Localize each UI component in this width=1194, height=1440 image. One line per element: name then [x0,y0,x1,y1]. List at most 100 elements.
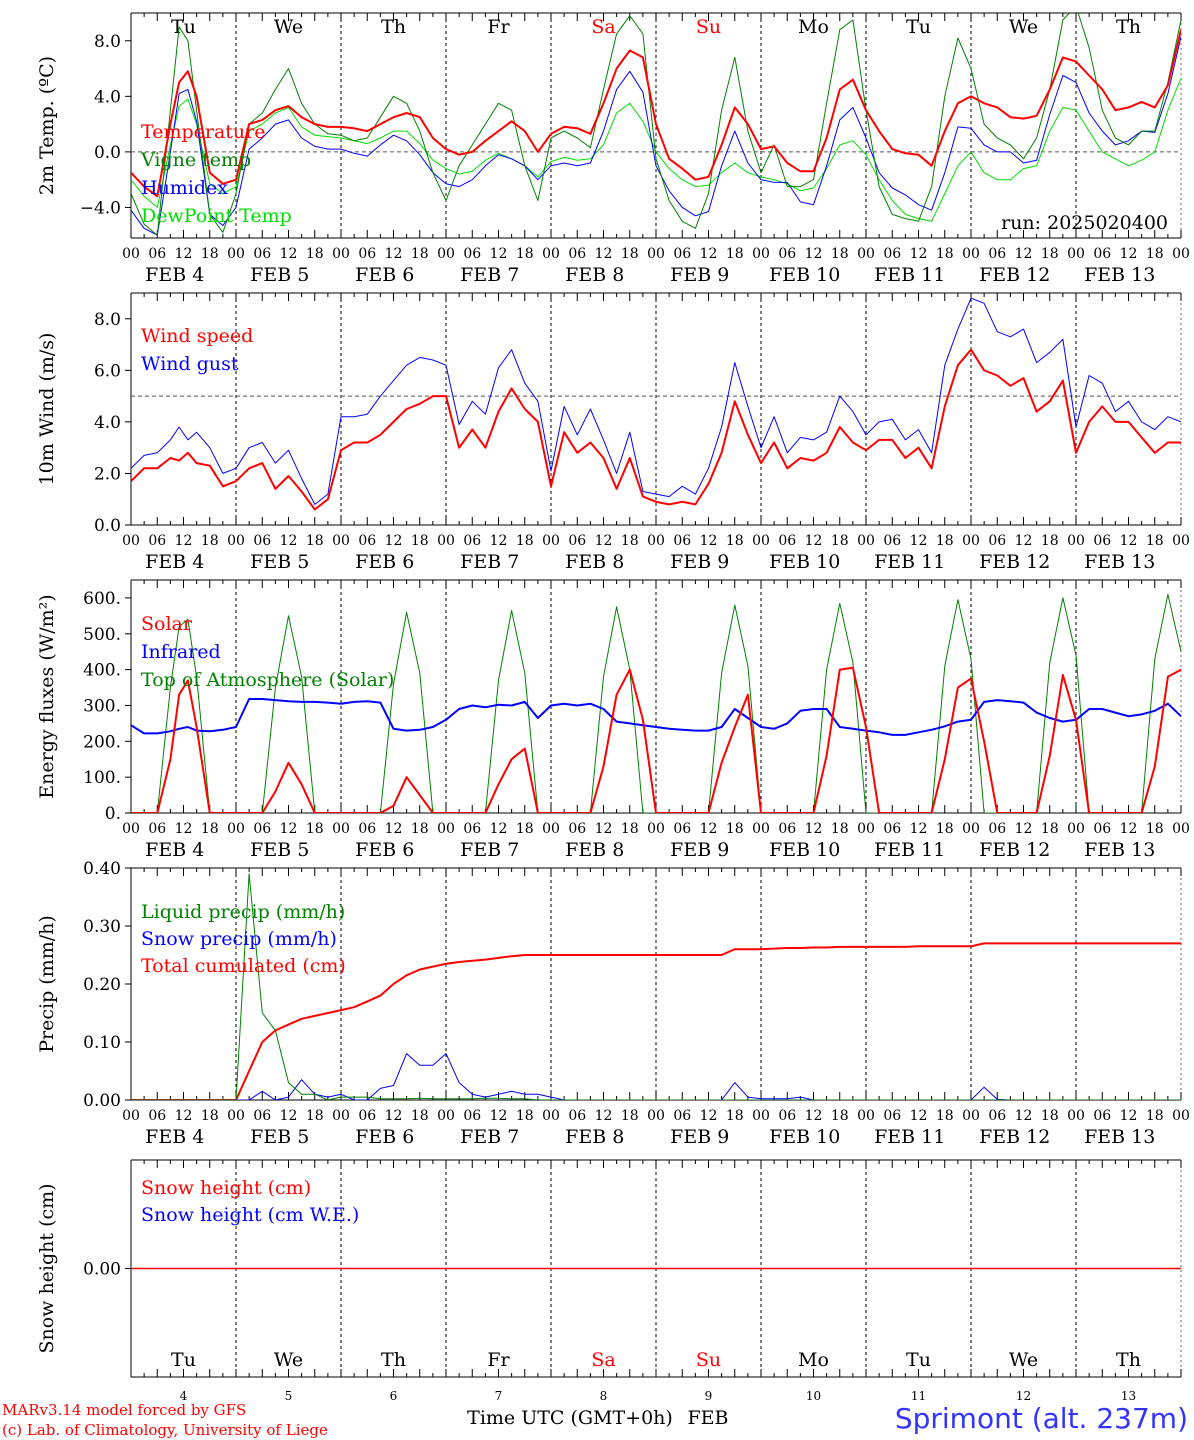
energy-hour-label: 18 [1146,821,1164,837]
wind-hour-label: 06 [463,533,481,549]
temp-series-vigne-temp [131,13,1181,236]
x-axis-label: Time UTC (GMT+0h) [467,1407,673,1429]
energy-hour-label: 12 [1015,821,1033,837]
precip-hour-label: 00 [332,1108,350,1124]
energy-series-group [131,593,1181,813]
temp-hour-label: 18 [621,246,639,262]
snow-day-number: 13 [1121,1389,1136,1403]
energy-hour-label: 00 [542,821,560,837]
precip-date-label: FEB 5 [250,1126,309,1148]
wind-date-label: FEB 5 [250,551,309,573]
energy-hour-label: 18 [936,821,954,837]
energy-hour-label: 06 [673,821,691,837]
temp-hour-label: 06 [673,246,691,262]
energy-hour-label: 06 [253,821,271,837]
precip-hour-label: 00 [1067,1108,1085,1124]
precip-hour-label: 12 [805,1108,823,1124]
temp-hour-label: 00 [332,246,350,262]
energy-hour-label: 06 [1093,821,1111,837]
energy-hour-label: 00 [1172,821,1190,837]
energy-date-label: FEB 10 [769,839,840,861]
snow-day-label: Tu [906,1349,931,1371]
wind-hour-label: 18 [516,533,534,549]
energy-series-solar [131,666,1181,813]
temp-hour-label: 18 [201,246,219,262]
wind-date-label: FEB 4 [145,551,204,573]
precip-hour-label: 18 [726,1108,744,1124]
wind-hour-label: 18 [201,533,219,549]
wind-y-tick-label: 8.0 [94,310,121,330]
snow-day-number: 6 [390,1389,398,1403]
precip-hour-label: 12 [175,1108,193,1124]
temp-series-humidex [131,36,1181,236]
temp-hour-label: 12 [1120,246,1138,262]
temp-hour-label: 12 [175,246,193,262]
wind-hour-label: 06 [358,533,376,549]
precip-date-label: FEB 10 [769,1126,840,1148]
model-credit: MARv3.14 model forced by GFS [2,1401,246,1419]
precip-hour-label: 06 [358,1108,376,1124]
temp-panel: −4.0 0.0 4.0 8.0 2m Temp. (ºC) Tu We Th Fr Sa Su Mo… [36,12,1190,286]
temp-legend-entry: Temperature [141,121,265,143]
temp-hour-label: 18 [516,246,534,262]
wind-date-label: FEB 10 [769,551,840,573]
temp-hour-label: 18 [831,246,849,262]
energy-hour-label: 12 [700,821,718,837]
day-label: We [1009,16,1038,38]
snow-legend-entry: Snow height (cm W.E.) [141,1204,359,1226]
precip-date-label: FEB 9 [670,1126,729,1148]
energy-hour-label: 18 [201,821,219,837]
snow-y-axis-label: Snow height (cm) [36,1183,58,1353]
precip-hour-label: 18 [1146,1108,1164,1124]
precip-hour-label: 18 [306,1108,324,1124]
temp-date-label: FEB 9 [670,264,729,286]
precip-hour-label: 00 [542,1108,560,1124]
energy-date-label: FEB 13 [1084,839,1155,861]
precip-hour-label: 12 [385,1108,403,1124]
wind-hour-label: 06 [568,533,586,549]
wind-legend-entry: Wind gust [141,353,239,375]
precip-date-label: FEB 11 [874,1126,945,1148]
temp-hour-label: 00 [647,246,665,262]
temp-hour-label: 06 [148,246,166,262]
energy-hour-label: 06 [883,821,901,837]
energy-hour-label: 00 [122,821,140,837]
temp-y-tick-label: 4.0 [94,87,121,107]
precip-series-total-cumulated-cm- [131,942,1181,1100]
energy-hour-label: 12 [280,821,298,837]
precip-legend-entry: Liquid precip (mm/h) [141,901,345,923]
temp-hour-label: 18 [936,246,954,262]
day-label: Mo [798,16,829,38]
panels: −4.0 0.0 4.0 8.0 2m Temp. (ºC) Tu We Th Fr Sa Su Mo… [36,12,1190,1403]
wind-legend-entry: Wind speed [141,325,253,347]
temp-hour-label: 12 [1015,246,1033,262]
precip-date-label: FEB 12 [979,1126,1050,1148]
wind-hour-label: 00 [437,533,455,549]
snow-day-label: We [274,1349,303,1371]
precip-hour-label: 12 [700,1108,718,1124]
temp-date-label: FEB 11 [874,264,945,286]
day-label: Sa [591,16,615,38]
temp-date-label: FEB 5 [250,264,309,286]
wind-hour-label: 00 [227,533,245,549]
energy-date-label: FEB 5 [250,839,309,861]
energy-hour-label: 18 [726,821,744,837]
precip-hour-label: 12 [910,1108,928,1124]
energy-y-tick-label: 300. [83,696,121,716]
energy-date-label: FEB 12 [979,839,1050,861]
precip-date-label: FEB 6 [355,1126,414,1148]
wind-hour-label: 00 [647,533,665,549]
temp-date-label: FEB 4 [145,264,204,286]
energy-date-label: FEB 7 [460,839,519,861]
precip-hour-label: 12 [1015,1108,1033,1124]
wind-date-label: FEB 11 [874,551,945,573]
energy-hour-label: 12 [595,821,613,837]
temp-hour-label: 12 [700,246,718,262]
energy-y-tick-label: 100. [83,768,121,788]
temp-hour-label: 18 [1041,246,1059,262]
precip-hour-label: 18 [936,1108,954,1124]
temp-legend-entry: Vigne temp [140,149,251,171]
wind-hour-label: 12 [280,533,298,549]
wind-hour-label: 18 [306,533,324,549]
